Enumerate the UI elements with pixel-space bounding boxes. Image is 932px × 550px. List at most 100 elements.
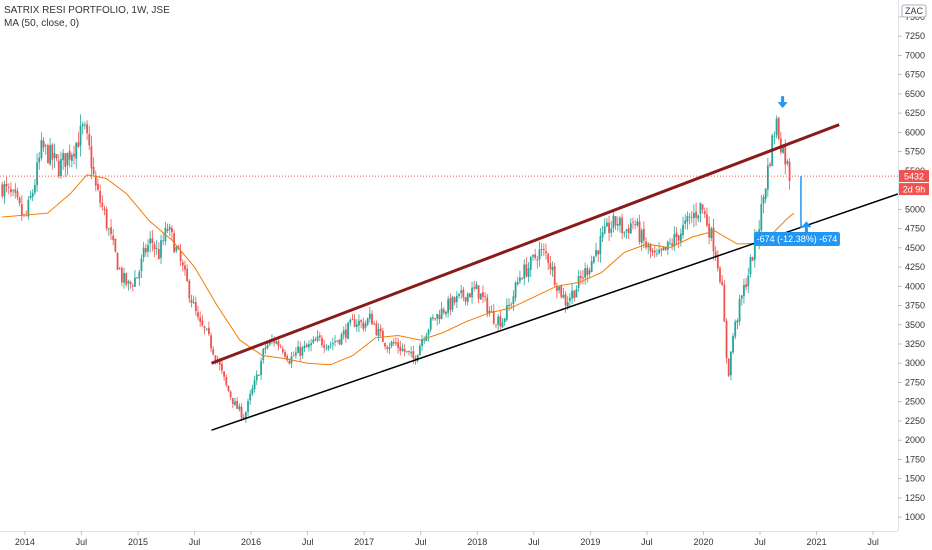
candle-body <box>18 197 21 204</box>
candle <box>749 254 752 278</box>
candle-body <box>149 238 152 244</box>
candle <box>40 132 43 161</box>
candle-body <box>421 340 423 347</box>
currency-box[interactable] <box>901 4 927 18</box>
candle-body <box>181 262 184 266</box>
candle-body <box>540 248 543 250</box>
x-axis[interactable]: 2014 Jul 2015 Jul 2016 Jul 2017 Jul 2018 Jul 2019 J… <box>15 531 879 547</box>
candle <box>395 337 397 346</box>
candle <box>636 217 639 228</box>
candle-body <box>701 204 704 210</box>
candle <box>94 170 97 192</box>
candle <box>349 318 352 327</box>
candle-body <box>36 162 38 186</box>
candle <box>540 243 543 257</box>
candle-body <box>395 342 397 344</box>
candle <box>342 326 345 340</box>
candle-body <box>423 340 426 341</box>
candle <box>397 337 400 354</box>
candle-body <box>373 323 376 325</box>
candle-body <box>240 406 243 418</box>
candle <box>205 328 208 331</box>
candle <box>168 223 171 236</box>
candle <box>192 295 195 304</box>
candle-body <box>690 217 693 219</box>
candle-body <box>70 154 73 161</box>
candle-body <box>112 235 115 241</box>
candle-body <box>642 228 645 241</box>
candle-body <box>42 140 45 148</box>
candle-body <box>410 351 413 354</box>
countdown-tag <box>899 183 929 196</box>
candle <box>181 259 184 272</box>
candle <box>773 131 776 145</box>
candle-body <box>264 347 267 350</box>
candle-body <box>99 190 102 203</box>
candle <box>53 143 56 168</box>
candle <box>684 214 687 230</box>
candle <box>455 290 458 309</box>
candle <box>64 153 67 177</box>
candle-body <box>390 341 393 347</box>
candle <box>331 337 334 351</box>
candle-body <box>577 276 580 288</box>
candle-body <box>427 329 430 335</box>
candle-body <box>192 301 195 304</box>
candle-body <box>745 284 748 288</box>
candle <box>312 336 315 345</box>
candle <box>608 215 610 241</box>
candle <box>212 346 215 356</box>
candle-body <box>88 133 91 146</box>
candle <box>699 202 702 223</box>
candle <box>27 196 30 220</box>
channel-upper-line[interactable] <box>210 123 840 365</box>
candle <box>203 325 206 335</box>
candle-body <box>40 140 43 158</box>
y-tick-label: 6250 <box>905 108 925 118</box>
candle <box>729 351 732 381</box>
candle-body <box>484 296 487 298</box>
candle-body <box>101 202 104 207</box>
candle <box>42 137 45 152</box>
candle-body <box>445 311 447 315</box>
candle-body <box>736 320 739 323</box>
candle <box>223 371 226 381</box>
candle-body <box>753 236 756 260</box>
candle-body <box>362 322 365 329</box>
candle-body <box>451 296 454 310</box>
candle-body <box>316 336 319 341</box>
y-tick-label: 1000 <box>905 512 925 522</box>
y-tick-label: 4500 <box>905 243 925 253</box>
y-tick-label: 7250 <box>905 31 925 41</box>
candle <box>131 283 134 292</box>
candle-body <box>475 284 478 289</box>
y-tick-label: 3250 <box>905 339 925 349</box>
candle-body <box>647 245 650 248</box>
candle-body <box>453 297 456 303</box>
candle-body <box>66 152 69 166</box>
candle-body <box>627 228 630 234</box>
candle <box>247 398 249 416</box>
candle <box>149 231 152 253</box>
candle-body <box>360 320 363 322</box>
candle <box>612 211 615 233</box>
candle-body <box>214 355 217 361</box>
candle-body <box>499 315 502 327</box>
candle <box>107 227 110 236</box>
candle-body <box>610 228 613 233</box>
candle-body <box>571 290 574 299</box>
measure-label: -674 (-12.38%) -674 <box>757 234 838 244</box>
candle-body <box>379 328 382 332</box>
candle-body <box>110 227 112 235</box>
candle <box>310 338 313 352</box>
y-tick-label: 3000 <box>905 358 925 368</box>
candle <box>555 282 558 299</box>
candle-body <box>286 355 289 361</box>
candle-body <box>358 320 360 326</box>
candle-body <box>699 202 702 214</box>
candle-body <box>388 347 391 350</box>
candle <box>140 254 143 278</box>
candle-body <box>238 406 241 410</box>
candle-body <box>721 281 724 286</box>
